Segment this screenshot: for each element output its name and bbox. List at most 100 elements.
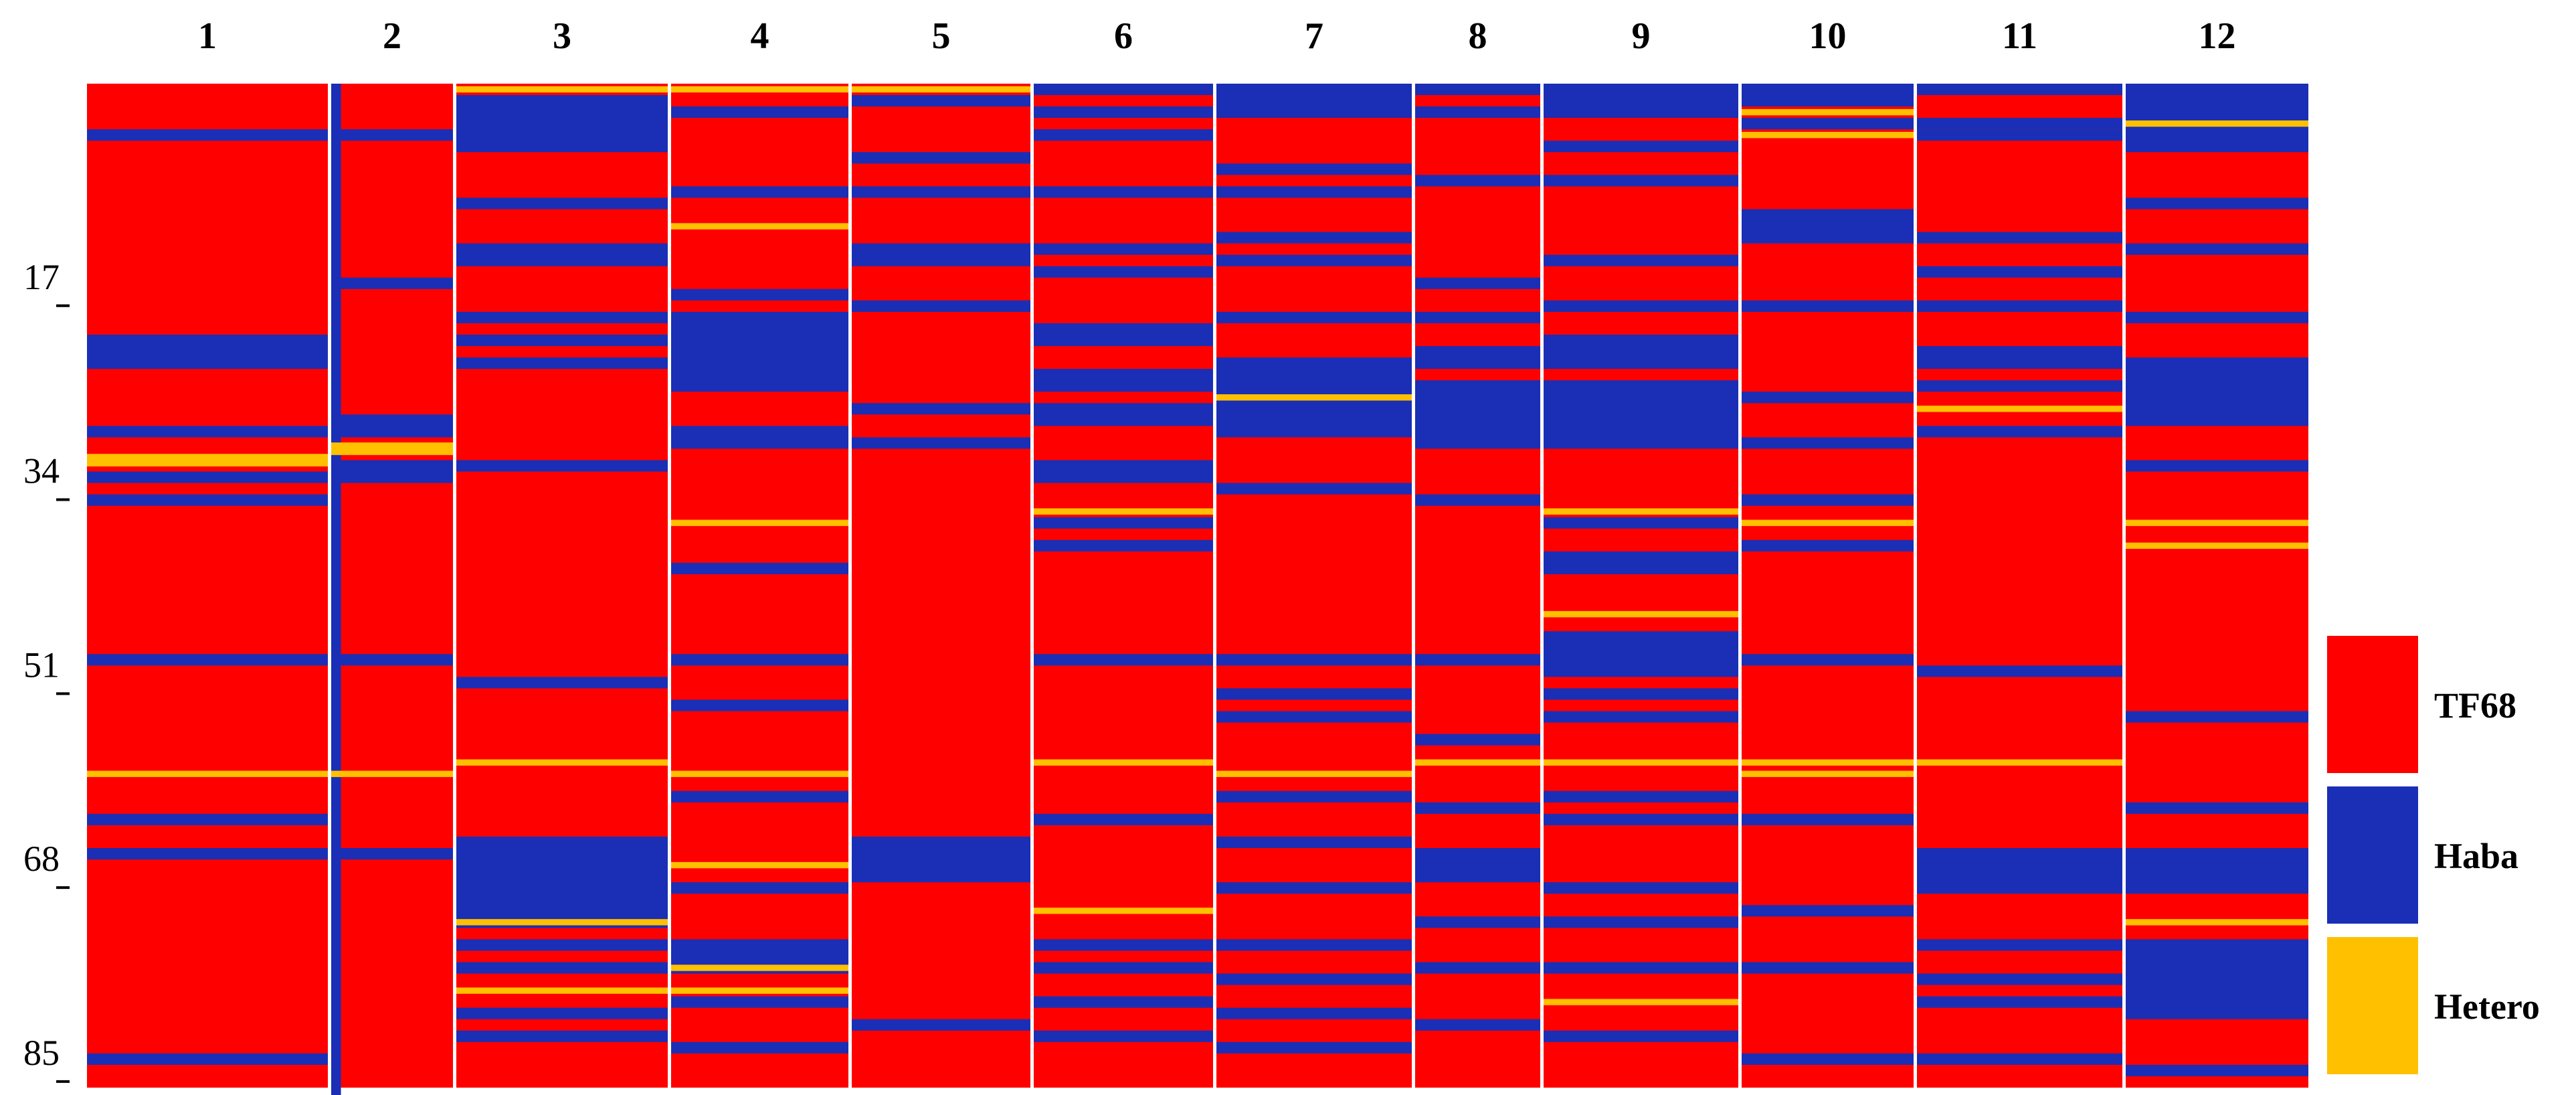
- genotype-band: [2126, 542, 2308, 550]
- genotype-band: [1742, 108, 1914, 116]
- genotype-band: [1917, 665, 2122, 677]
- genotype-band: [1216, 84, 1412, 118]
- genotype-band: [87, 454, 328, 467]
- genotype-band: [1216, 711, 1412, 723]
- row-tick-label: 68: [23, 839, 60, 879]
- genotype-band: [1917, 996, 2122, 1008]
- genotype-band: [852, 243, 1030, 266]
- genotype-band: [1917, 346, 2122, 369]
- genotype-band: [1917, 973, 2122, 985]
- genotype-band: [671, 882, 848, 894]
- genotype-band: [1034, 962, 1213, 974]
- genotype-band: [852, 300, 1030, 312]
- genotype-band: [671, 519, 848, 526]
- row-tick-label: 85: [23, 1033, 60, 1073]
- genotype-band: [331, 848, 453, 860]
- genotype-band: [1415, 311, 1540, 323]
- genotype-band: [1742, 118, 1914, 130]
- genotype-band: [1544, 790, 1738, 803]
- column-label: 7: [1305, 15, 1323, 57]
- genotype-band: [2126, 919, 2308, 926]
- genotype-band: [1216, 254, 1412, 266]
- genotype-band: [671, 654, 848, 666]
- column-label: 10: [1809, 15, 1847, 57]
- genotype-band: [456, 962, 668, 974]
- genotype-band: [852, 86, 1030, 93]
- genotype-band: [671, 699, 848, 711]
- genotype-band: [852, 186, 1030, 198]
- genotype-band: [1544, 711, 1738, 723]
- genotype-band: [87, 1053, 328, 1065]
- genotype-band: [456, 86, 668, 93]
- genotype-band: [1742, 437, 1914, 449]
- row-tick-label: 51: [23, 645, 60, 685]
- genotype-band: [671, 790, 848, 803]
- genotype-band: [2126, 802, 2308, 814]
- panel-4: [671, 84, 848, 1088]
- panel-background-2: [331, 84, 453, 1088]
- genotype-band: [456, 759, 668, 766]
- genotype-band: [1034, 654, 1213, 666]
- genotype-band: [1415, 916, 1540, 928]
- genotype-band: [1034, 186, 1213, 198]
- genotype-band: [87, 770, 328, 777]
- genotype-band: [1216, 973, 1412, 985]
- genotype-band: [1216, 939, 1412, 951]
- genotype-band: [1415, 759, 1540, 766]
- legend-label-hetero: Hetero: [2434, 987, 2540, 1027]
- column-label: 5: [932, 15, 951, 57]
- genotype-band: [1034, 266, 1213, 278]
- genotype-band: [1415, 962, 1540, 974]
- column-label: 12: [2199, 15, 2236, 57]
- column-label: 11: [2002, 15, 2037, 57]
- genotype-band: [671, 223, 848, 230]
- genotype-band: [1742, 770, 1914, 777]
- genotype-band: [1034, 813, 1213, 825]
- genotype-band: [1415, 380, 1540, 449]
- column-label: 4: [751, 15, 769, 57]
- genotype-band: [1742, 962, 1914, 974]
- legend-swatch-hetero: [2327, 937, 2418, 1074]
- genotype-band: [1415, 84, 1540, 96]
- panel-background-12: [2126, 84, 2308, 1088]
- genotype-band: [1034, 84, 1213, 96]
- panel-6: [1034, 84, 1213, 1088]
- genotype-band: [1544, 141, 1738, 153]
- genotype-band: [456, 460, 668, 472]
- panel-3: [456, 84, 668, 1088]
- panel-background-6: [1034, 84, 1213, 1088]
- genotype-band: [1415, 802, 1540, 814]
- genotype-band: [1544, 380, 1738, 449]
- panel-background-7: [1216, 84, 1412, 1088]
- genotype-band: [671, 770, 848, 777]
- genotype-band: [456, 335, 668, 347]
- genotype-band: [1742, 494, 1914, 506]
- genotype-band: [1034, 517, 1213, 529]
- genotype-band: [1742, 539, 1914, 552]
- genotype-band: [852, 837, 1030, 883]
- panel-background-11: [1917, 84, 2122, 1088]
- genotype-band: [456, 677, 668, 689]
- genotype-band: [456, 1007, 668, 1019]
- genotype-band: [671, 987, 848, 994]
- panel-2: [331, 84, 453, 1095]
- genotype-band: [1544, 517, 1738, 529]
- genotype-band: [1415, 494, 1540, 506]
- genotype-band: [852, 403, 1030, 415]
- column-label: 6: [1114, 15, 1133, 57]
- genotype-band: [1917, 759, 2122, 766]
- genotype-band: [1415, 106, 1540, 118]
- genotype-band: [852, 95, 1030, 107]
- genotype-band: [2126, 84, 2308, 153]
- genotype-band: [2126, 1064, 2308, 1076]
- panel-10: [1742, 84, 1914, 1088]
- genotype-band: [1216, 882, 1412, 894]
- genotype-band: [1544, 551, 1738, 574]
- genotype-band: [87, 654, 328, 666]
- legend: TF68 Haba Hetero: [2327, 636, 2540, 1074]
- genotype-band: [1544, 84, 1738, 118]
- genotype-band: [2126, 460, 2308, 472]
- genotype-band: [1544, 999, 1738, 1005]
- genotype-band: [1034, 908, 1213, 914]
